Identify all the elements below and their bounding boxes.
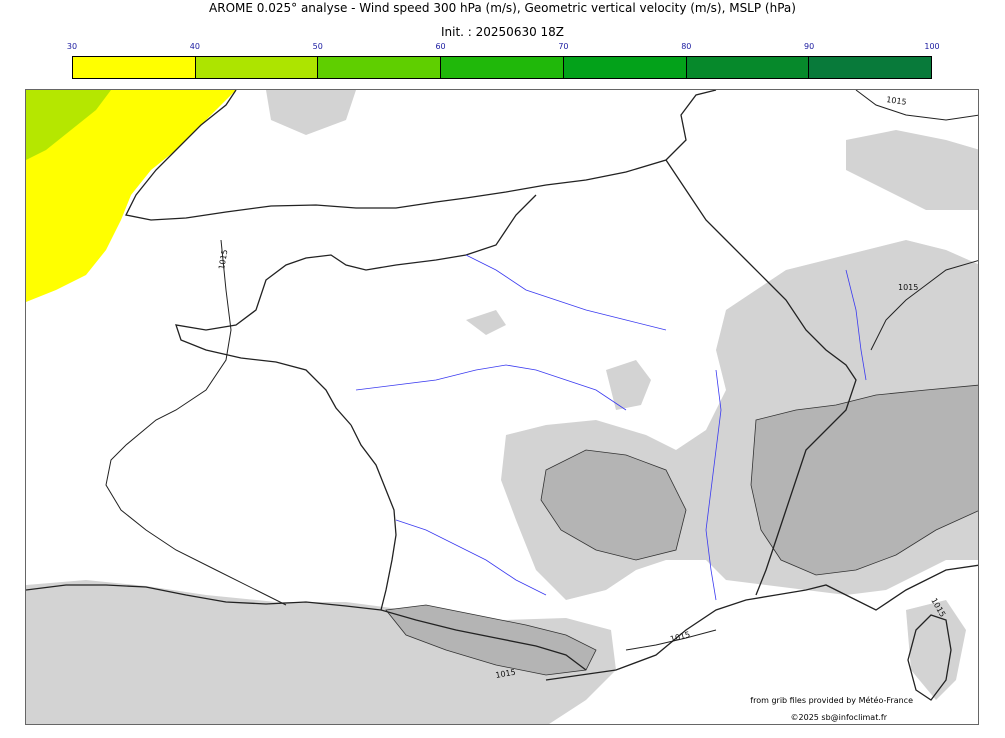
rivers (355, 254, 867, 601)
coast-france-west (350, 424, 397, 611)
isobar-1015-south (625, 629, 717, 651)
coast-mediterranean (545, 564, 978, 681)
terrain-gray (266, 90, 356, 135)
river-loire (355, 364, 627, 411)
colorbar-tick: 40 (189, 42, 200, 51)
colorbar-segment (441, 57, 564, 78)
wind-speed-area-green (26, 90, 111, 160)
terrain-shading (26, 90, 978, 724)
isobar-label: 1015 (217, 249, 229, 271)
river-rhone (705, 369, 722, 601)
colorbar-segment (686, 57, 810, 78)
isobar-1015-east (870, 260, 978, 351)
river-garonne (395, 519, 547, 596)
river-seine (465, 254, 667, 331)
wind-speed-colorbar (72, 56, 932, 79)
weather-map: 1015 1015 1015 1015 1015 1015 (25, 89, 979, 725)
border-east (665, 159, 857, 596)
copyright-credit: ©2025 sb@infoclimat.fr (790, 713, 887, 722)
colorbar-tick: 50 (312, 42, 323, 51)
isobar-label: 1015 (886, 95, 907, 107)
colorbar-tick: 100 (924, 42, 940, 51)
isobar-1015-north (855, 90, 978, 121)
colorbar-tick: 90 (804, 42, 815, 51)
colorbar-tick: 80 (681, 42, 692, 51)
terrain-gray (846, 130, 978, 210)
colorbar-segment (73, 57, 196, 78)
chart-title: AROME 0.025° analyse - Wind speed 300 hP… (209, 1, 796, 15)
terrain-gray (606, 360, 651, 410)
colorbar-tick: 60 (435, 42, 446, 51)
colorbar-tick: 70 (558, 42, 569, 51)
isobar-label: 1015 (669, 630, 691, 644)
colorbar-segment (195, 57, 319, 78)
wind-speed-area-yellow (26, 90, 236, 302)
init-time: Init. : 20250630 18Z (440, 25, 565, 39)
isobar-label: 1015 (495, 668, 517, 680)
isobar-label: 1015 (898, 283, 918, 292)
isobars (105, 90, 978, 651)
colorbar-ticks: 30 40 50 60 70 80 90 100 (67, 42, 940, 54)
terrain-gray (466, 310, 506, 335)
coast-corsica (907, 614, 952, 701)
colorbar-segment (318, 57, 442, 78)
terrain-gray (26, 580, 616, 724)
colorbar-segment (809, 57, 932, 78)
isobar-1015-west (105, 239, 287, 606)
terrain-dark (540, 449, 687, 561)
colorbar-segment (563, 57, 687, 78)
coast-spain-north (26, 584, 382, 611)
coast-france-north (175, 194, 537, 426)
colorbar-tick: 30 (66, 42, 78, 51)
source-credit: from grib files provided by Météo-France (750, 696, 913, 705)
terrain-dark (385, 604, 597, 676)
river-rhine (845, 269, 867, 381)
border-spain (380, 609, 587, 671)
